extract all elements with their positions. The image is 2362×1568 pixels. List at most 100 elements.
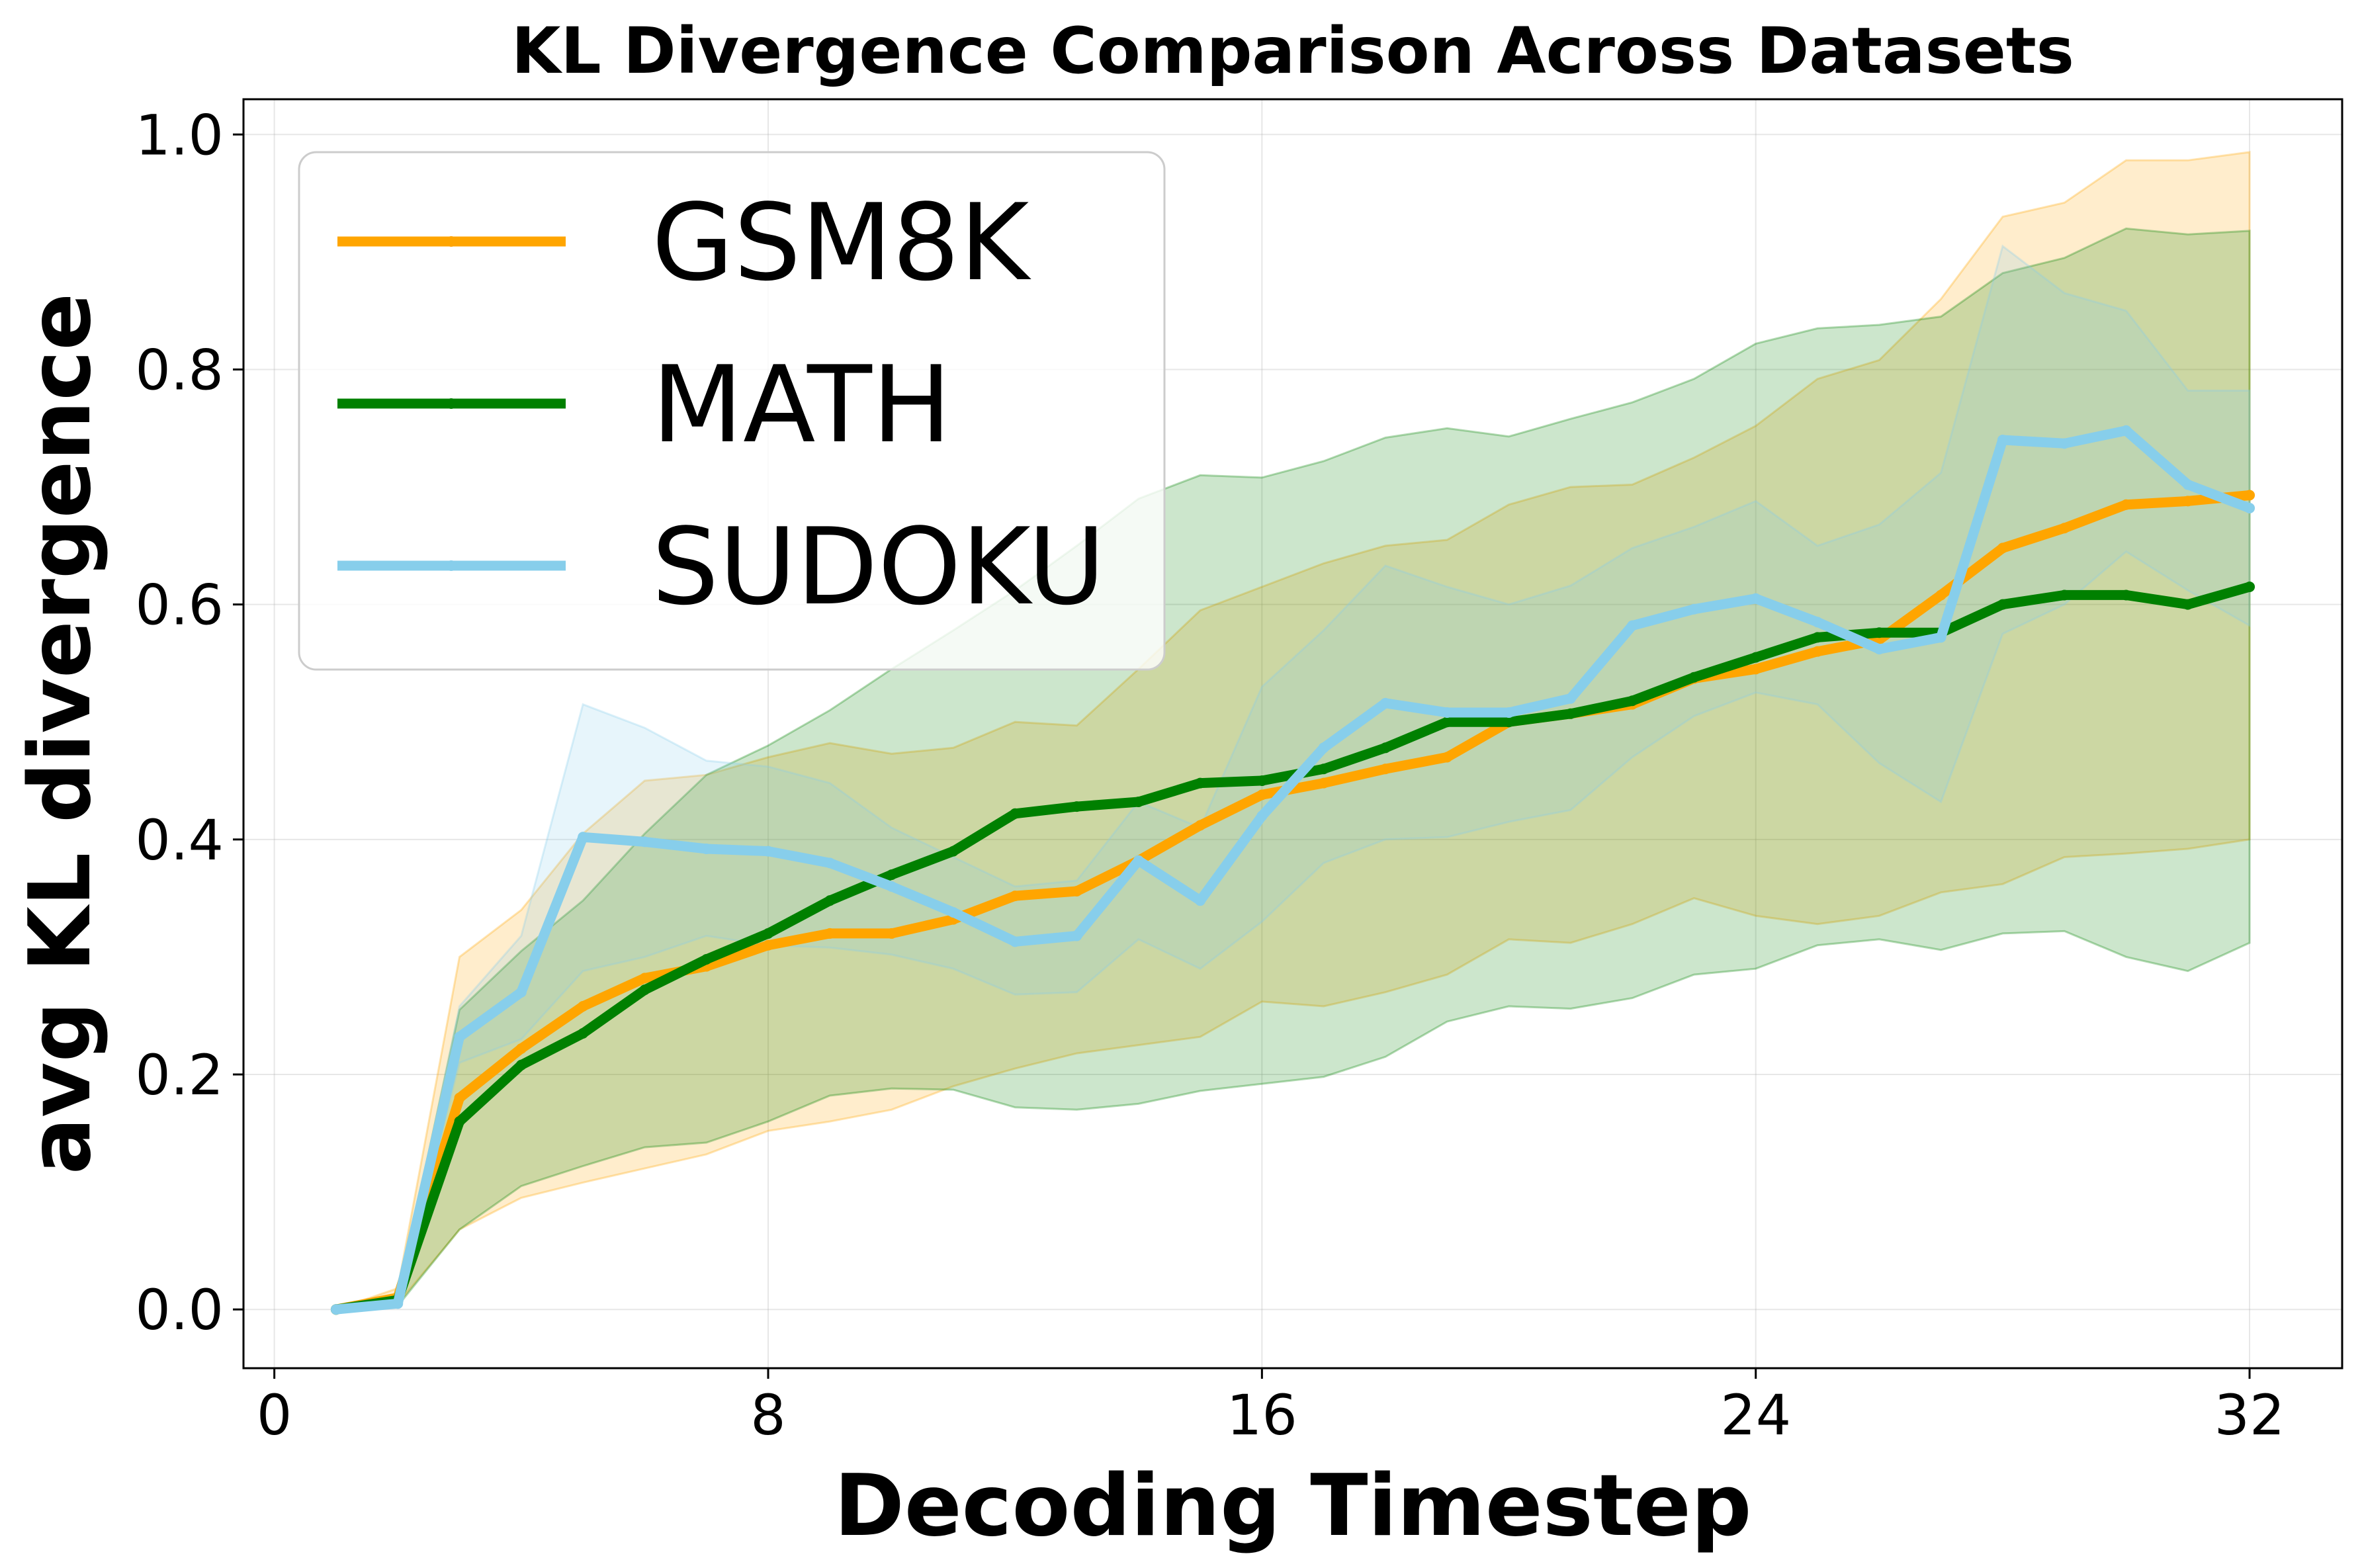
gsm8k-point bbox=[824, 928, 836, 939]
gsm8k-point bbox=[2244, 490, 2255, 501]
math-point bbox=[1627, 695, 1638, 707]
math-point bbox=[1195, 777, 1206, 789]
legend-marker-math bbox=[446, 398, 457, 409]
math-point bbox=[1256, 775, 1268, 787]
gsm8k-point bbox=[763, 939, 773, 951]
gsm8k-point bbox=[1256, 789, 1268, 801]
x-tick-label: 24 bbox=[1720, 1383, 1791, 1448]
math-point bbox=[1379, 742, 1391, 754]
gsm8k-point bbox=[1010, 891, 1021, 902]
sudoku-point bbox=[886, 881, 897, 892]
math-point bbox=[1318, 763, 1329, 775]
sudoku-point bbox=[1318, 742, 1329, 754]
gsm8k-point bbox=[1195, 820, 1206, 831]
y-tick-label: 0.2 bbox=[135, 1043, 224, 1108]
legend: GSM8K MATH SUDOKU bbox=[298, 151, 1166, 671]
y-tick-label: 0.8 bbox=[135, 337, 224, 402]
legend-label-gsm8k: GSM8K bbox=[652, 181, 1031, 304]
math-point bbox=[701, 953, 712, 965]
sudoku-point bbox=[1997, 435, 2008, 446]
sudoku-point bbox=[701, 844, 712, 855]
gsm8k-point bbox=[578, 1001, 589, 1012]
sudoku-point bbox=[1133, 855, 1144, 866]
gsm8k-point bbox=[1379, 763, 1391, 775]
sudoku-point bbox=[1688, 603, 1700, 615]
math-point bbox=[1997, 599, 2008, 610]
gsm8k-point bbox=[1442, 752, 1453, 763]
gsm8k-point bbox=[2059, 523, 2070, 534]
sudoku-point bbox=[763, 846, 773, 857]
sudoku-point bbox=[578, 832, 589, 843]
gsm8k-point bbox=[515, 1043, 527, 1054]
sudoku-point bbox=[1256, 810, 1268, 822]
sudoku-point bbox=[1442, 707, 1453, 719]
y-tick-label: 0.4 bbox=[135, 808, 224, 873]
x-tick-label: 32 bbox=[2214, 1383, 2285, 1448]
gsm8k-point bbox=[886, 928, 897, 939]
math-point bbox=[1010, 808, 1021, 819]
math-point bbox=[1812, 632, 1823, 643]
gsm8k-point bbox=[1318, 777, 1329, 789]
math-point bbox=[1503, 717, 1514, 728]
math-point bbox=[578, 1027, 589, 1039]
math-point bbox=[1071, 801, 1082, 812]
math-point bbox=[515, 1059, 527, 1070]
gsm8k-point bbox=[2121, 499, 2132, 510]
legend-marker-sudoku bbox=[446, 560, 457, 571]
y-tick-label: 0.0 bbox=[135, 1278, 224, 1342]
chart-title: KL Divergence Comparison Across Datasets bbox=[511, 14, 2074, 88]
gsm8k-point bbox=[1812, 646, 1823, 657]
math-point bbox=[947, 846, 959, 857]
sudoku-point bbox=[330, 1304, 341, 1315]
gsm8k-point bbox=[2182, 496, 2193, 507]
sudoku-point bbox=[454, 1031, 465, 1043]
ticks: 0 8 16 24 32 0.0 0.2 0.4 0.6 0.8 1.0 bbox=[135, 103, 2285, 1448]
sudoku-point bbox=[1195, 895, 1206, 906]
sudoku-point bbox=[1503, 707, 1514, 719]
math-point bbox=[886, 869, 897, 881]
x-tick-label: 8 bbox=[750, 1383, 785, 1448]
legend-box bbox=[298, 151, 1166, 671]
math-point bbox=[2244, 582, 2255, 593]
legend-label-sudoku: SUDOKU bbox=[652, 505, 1106, 629]
legend-label-math: MATH bbox=[652, 343, 951, 466]
math-point bbox=[2182, 599, 2193, 610]
gsm8k-point bbox=[1750, 664, 1761, 675]
sudoku-point bbox=[1935, 632, 1946, 643]
sudoku-point bbox=[824, 857, 836, 869]
sudoku-point bbox=[2244, 503, 2255, 514]
sudoku-point bbox=[392, 1298, 404, 1309]
math-point bbox=[639, 984, 650, 996]
sudoku-point bbox=[1627, 620, 1638, 631]
sudoku-point bbox=[1071, 930, 1082, 941]
math-point bbox=[454, 1116, 465, 1127]
math-point bbox=[1874, 627, 1885, 638]
sudoku-point bbox=[2182, 479, 2193, 490]
gsm8k-point bbox=[1935, 589, 1946, 601]
math-point bbox=[1750, 652, 1761, 663]
sudoku-line bbox=[331, 425, 2255, 1315]
sudoku-point bbox=[2121, 425, 2132, 436]
y-axis-label: avg KL divergence bbox=[11, 293, 110, 1174]
y-tick-label: 1.0 bbox=[135, 103, 224, 167]
sudoku-point bbox=[1750, 593, 1761, 604]
sudoku-point bbox=[1565, 693, 1576, 704]
x-axis-label: Decoding Timestep bbox=[834, 1457, 1752, 1555]
y-tick-label: 0.6 bbox=[135, 573, 224, 638]
math-point bbox=[2121, 589, 2132, 601]
x-tick-label: 0 bbox=[257, 1383, 292, 1448]
math-point bbox=[1133, 797, 1144, 808]
math-point bbox=[824, 895, 836, 906]
gsm8k-point bbox=[1071, 885, 1082, 896]
series-lines bbox=[330, 425, 2255, 1315]
math-point bbox=[1442, 717, 1453, 728]
sudoku-point bbox=[1874, 644, 1885, 655]
gsm8k-point bbox=[639, 973, 650, 984]
sudoku-point bbox=[639, 836, 650, 848]
math-point bbox=[1565, 708, 1576, 719]
gsm8k-point bbox=[454, 1092, 465, 1104]
plot-frame bbox=[242, 98, 2343, 1370]
sudoku-point bbox=[1812, 617, 1823, 628]
